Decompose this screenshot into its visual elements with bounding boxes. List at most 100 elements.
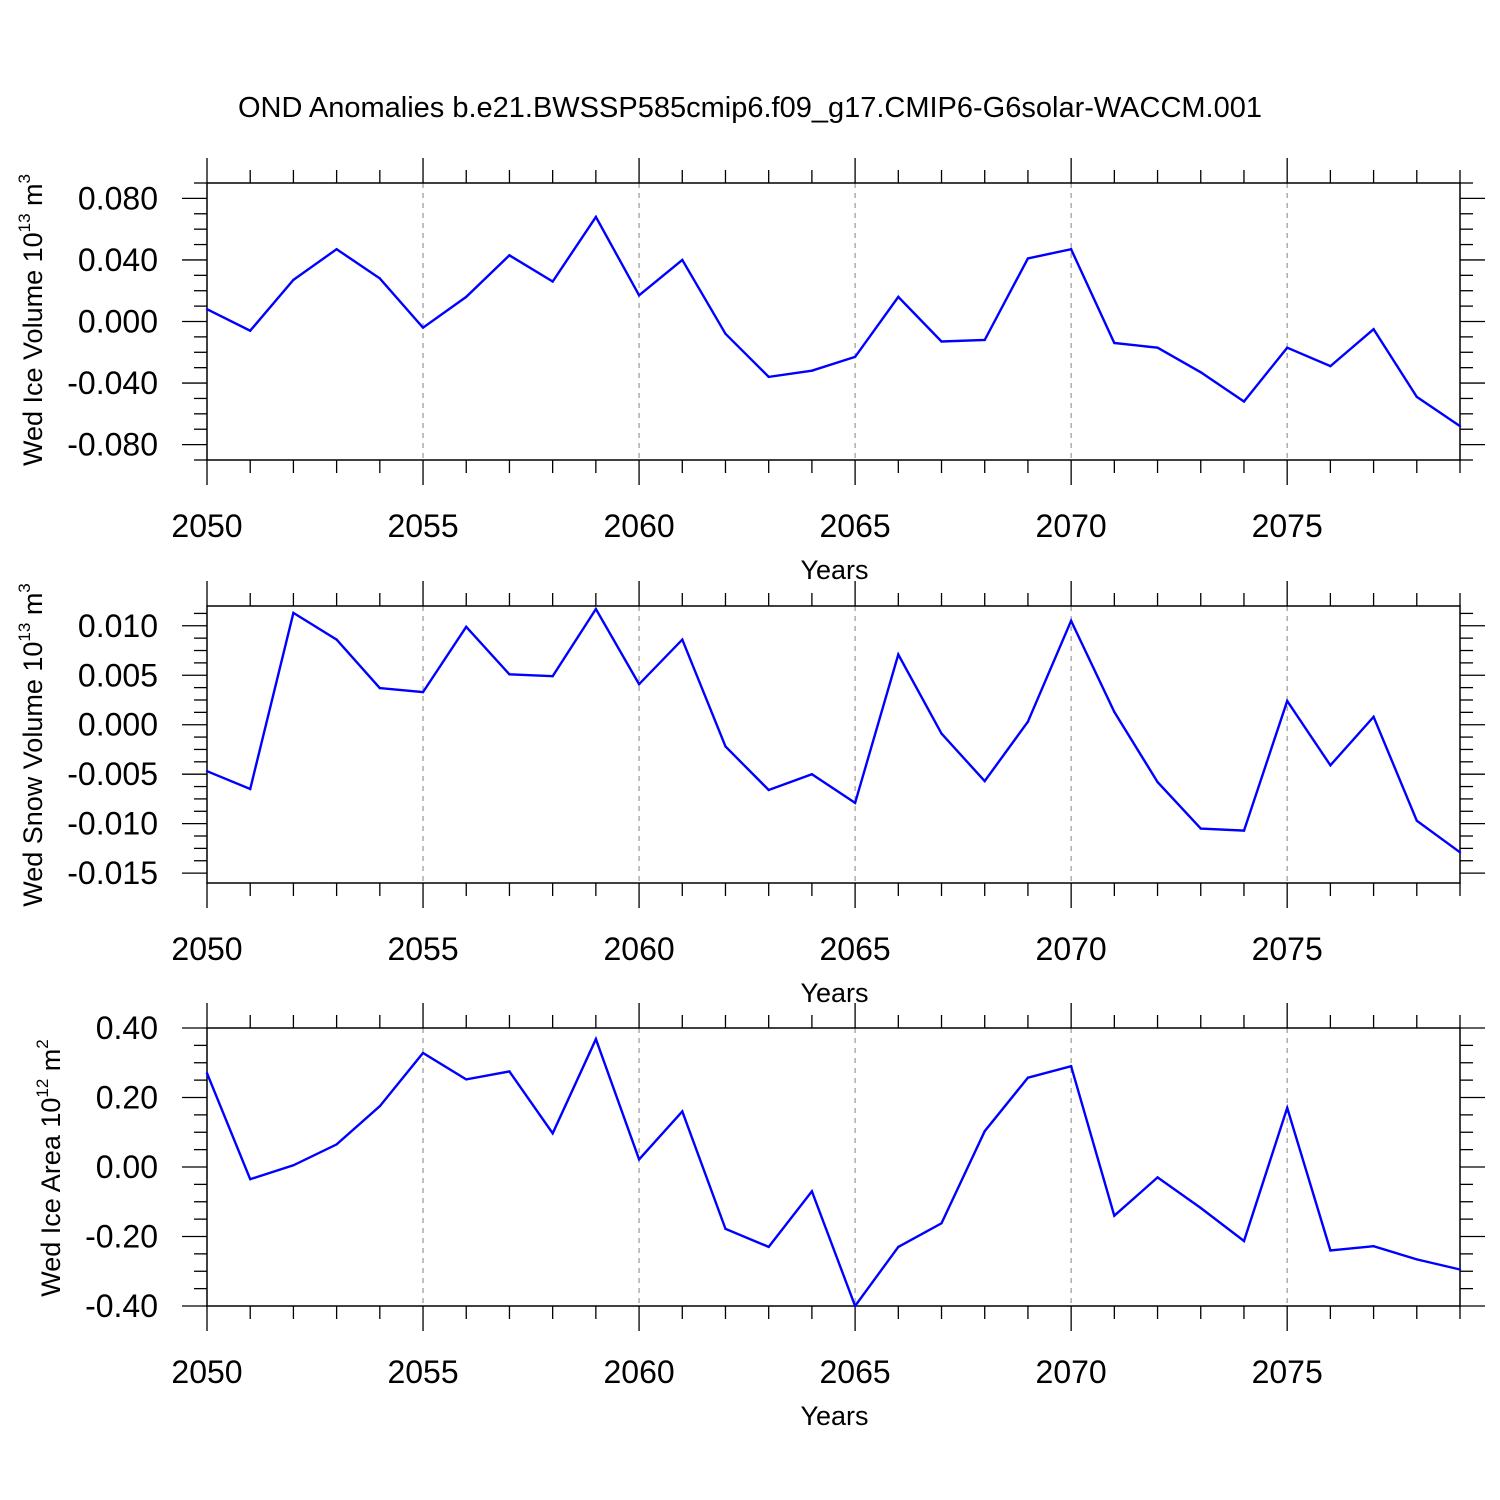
data-point — [508, 254, 511, 257]
data-point — [1113, 1214, 1116, 1217]
y-axis-title: Wed Ice Area 1012 m2 — [33, 1039, 66, 1297]
data-point — [594, 607, 598, 611]
y-tick-label: -0.20 — [85, 1219, 158, 1255]
data-point — [508, 673, 511, 676]
data-point — [1199, 371, 1202, 374]
y-axis-title-main: Wed Ice Volume 10 — [18, 232, 48, 466]
y-axis-title-exponent: 13 — [15, 623, 34, 642]
data-point — [1415, 1258, 1418, 1261]
data-point — [897, 653, 900, 656]
data-point — [551, 675, 554, 678]
x-tick-label: 2065 — [820, 508, 891, 544]
data-point — [1458, 851, 1462, 854]
data-point — [940, 340, 943, 343]
data-point — [767, 375, 770, 379]
x-tick-label: 2055 — [387, 1354, 458, 1390]
y-axis-title: Wed Ice Volume 1013 m3 — [15, 174, 48, 466]
data-point — [594, 215, 598, 219]
data-point — [940, 732, 943, 735]
y-tick-label: 0.40 — [96, 1010, 158, 1046]
x-tick-label: 2070 — [1036, 931, 1107, 967]
data-point — [1372, 1245, 1375, 1248]
data-point — [1156, 780, 1159, 784]
data-point — [1372, 715, 1375, 718]
data-point — [637, 682, 641, 686]
data-point — [1199, 827, 1202, 830]
data-point — [983, 1130, 986, 1133]
plot-panel-1: 0.080 0.040 0.000 -0.040 -0.080 2050 2055 2060 2… — [15, 158, 1485, 585]
data-point — [1415, 819, 1418, 822]
x-tick-label: 2065 — [820, 931, 891, 967]
data-point — [1156, 346, 1159, 349]
data-point — [853, 801, 857, 805]
data-point — [335, 1143, 338, 1146]
data-point — [378, 1104, 382, 1108]
data-point — [1156, 1176, 1159, 1179]
x-axis-title: Years — [800, 978, 868, 1008]
data-point — [249, 1177, 252, 1181]
y-axis-title-unit-exponent: 2 — [33, 1039, 52, 1048]
data-point — [551, 1132, 554, 1135]
y-axis-title-main: Wed Snow Volume 10 — [18, 642, 48, 907]
data-point — [1285, 1106, 1289, 1110]
y-tick-label: 0.005 — [78, 657, 158, 693]
x-tick-label: 2070 — [1036, 508, 1107, 544]
data-point — [335, 638, 338, 641]
data-point — [897, 1245, 900, 1249]
data-point — [637, 294, 641, 297]
series-line — [206, 214, 1461, 428]
data-point — [1372, 327, 1375, 331]
data-point — [421, 326, 425, 329]
plot-frame — [206, 605, 1461, 884]
data-point — [681, 1110, 684, 1113]
y-axis-title-unit: m — [18, 183, 48, 213]
plot-panel-2: 0.010 0.005 0.000 -0.005 -0.010 -0.015 2050 205… — [15, 581, 1485, 1008]
y-axis-title-exponent: 13 — [15, 213, 34, 232]
data-point — [1026, 257, 1030, 260]
data-point — [1285, 346, 1289, 349]
y-tick-label: -0.080 — [67, 427, 158, 463]
data-point — [1113, 341, 1116, 345]
y-axis-title: Wed Snow Volume 1013 m3 — [15, 583, 48, 907]
data-point — [1329, 1249, 1332, 1252]
y-axis-title-unit-exponent: 3 — [15, 174, 34, 183]
data-point — [767, 1245, 770, 1249]
data-point — [1069, 1065, 1073, 1068]
data-point — [1458, 424, 1462, 428]
data-point — [249, 329, 252, 332]
data-point — [853, 355, 857, 359]
x-axis-title: Years — [800, 1401, 868, 1431]
x-tick-label: 2055 — [387, 508, 458, 544]
data-point — [810, 1190, 814, 1193]
data-point — [1026, 720, 1030, 723]
plot-frame — [206, 1027, 1461, 1307]
data-point — [465, 1078, 468, 1081]
x-tick-label: 2050 — [171, 931, 242, 967]
data-point — [810, 772, 814, 776]
y-tick-label: 0.20 — [96, 1080, 158, 1116]
data-point — [465, 625, 468, 628]
data-point — [292, 278, 295, 282]
data-point — [724, 745, 727, 748]
data-point — [1329, 364, 1332, 368]
data-point — [681, 258, 684, 262]
data-point — [508, 1070, 511, 1073]
data-point — [205, 770, 209, 773]
data-point — [1113, 710, 1116, 714]
y-tick-label: -0.015 — [67, 855, 158, 891]
x-tick-label: 2050 — [171, 1354, 242, 1390]
y-tick-label: 0.000 — [78, 707, 158, 743]
data-point — [378, 277, 382, 280]
data-point — [940, 1222, 943, 1225]
y-tick-label: -0.010 — [67, 806, 158, 842]
data-point — [465, 295, 468, 299]
x-axis-title: Years — [800, 555, 868, 585]
data-point — [853, 1304, 857, 1308]
data-point — [1242, 829, 1246, 832]
data-point — [1026, 1076, 1030, 1079]
y-tick-label: 0.000 — [78, 304, 158, 340]
data-point — [983, 779, 986, 783]
y-axis-title-unit: m — [18, 593, 48, 623]
data-point — [205, 307, 209, 311]
